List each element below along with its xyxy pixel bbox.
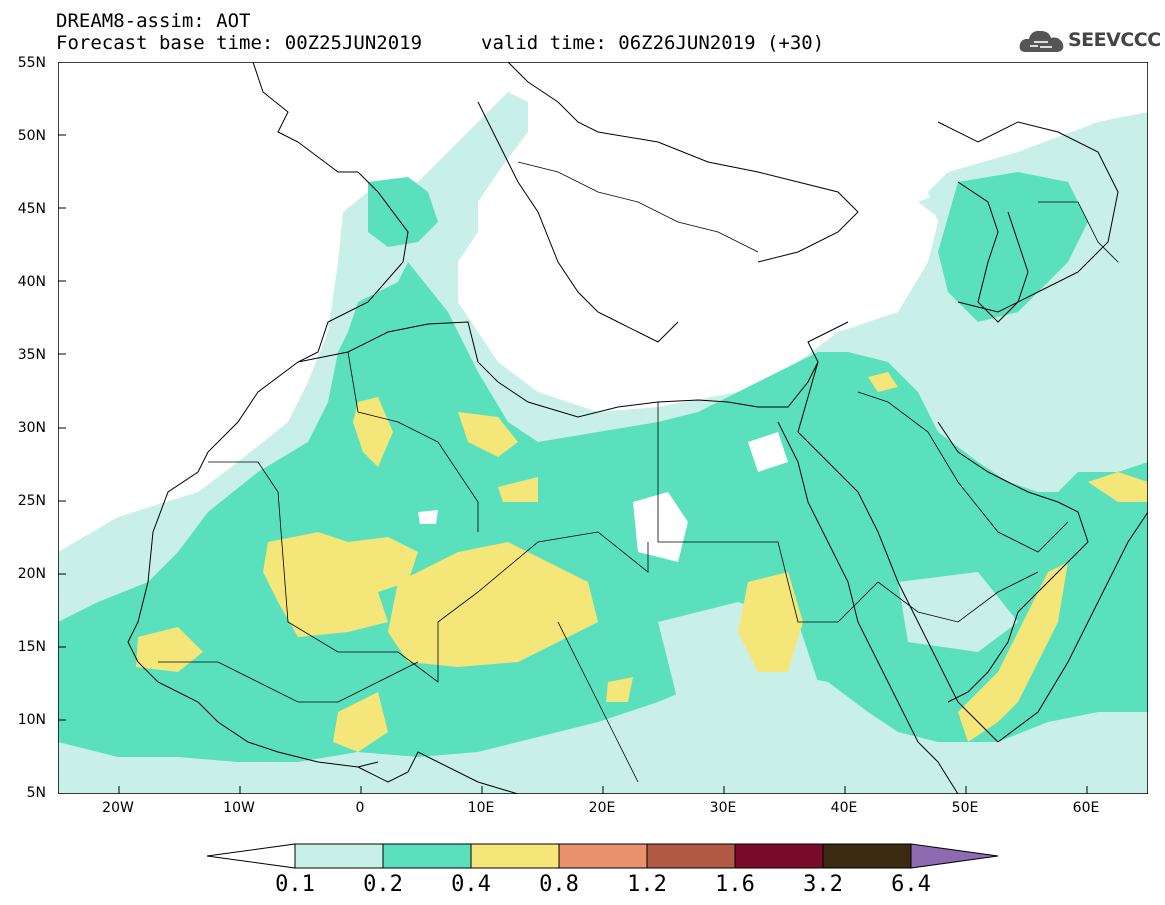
- colorbar-over-arrow: [910, 843, 999, 869]
- aot-band-0.4: [388, 542, 598, 667]
- forecast-times: Forecast base time: 00Z25JUN2019 valid ti…: [56, 32, 824, 54]
- map-title: DREAM8-assim: AOT: [56, 10, 251, 32]
- aot-band-0.2: [368, 177, 438, 247]
- aot-map: [58, 62, 1148, 794]
- coastline: [937, 121, 1119, 313]
- coastline: [297, 321, 849, 418]
- lat-label: 25N: [17, 493, 46, 509]
- lat-label: 15N: [17, 639, 46, 655]
- lon-ticks: [118, 786, 1088, 794]
- lat-ticks: [58, 134, 66, 721]
- aot-band-0.4: [1088, 472, 1148, 502]
- aot-gap: [748, 432, 788, 472]
- cloud-icon: [1019, 30, 1064, 52]
- coastline: [777, 421, 959, 794]
- colorbar-swatch: [558, 843, 648, 869]
- colorbar-swatch: [646, 843, 736, 869]
- coastline: [797, 361, 999, 743]
- colorbar-label: 3.2: [803, 872, 843, 897]
- aot-band-0.2: [938, 172, 1088, 322]
- lat-label: 20N: [17, 566, 46, 582]
- coastline: [477, 101, 679, 343]
- coastline: [507, 62, 859, 263]
- colorbar-swatch: [734, 843, 824, 869]
- aot-gap: [418, 510, 438, 524]
- seevccc-logo: SEEVCCC: [1018, 26, 1161, 56]
- colorbar-label: 0.8: [539, 872, 579, 897]
- lon-label: 60E: [1072, 800, 1100, 816]
- aot-band-0.4: [606, 677, 633, 702]
- lon-label: 40E: [830, 800, 858, 816]
- lon-label: 10W: [223, 800, 255, 816]
- lat-label: 5N: [26, 785, 46, 801]
- border: [877, 571, 1039, 623]
- aot-band-0.4: [868, 372, 898, 392]
- lat-label: 35N: [17, 347, 46, 363]
- aot-band-0.4: [263, 532, 418, 637]
- border: [517, 161, 759, 253]
- border: [857, 391, 1069, 553]
- lat-label: 10N: [17, 712, 46, 728]
- colorbar-swatch: [382, 843, 472, 869]
- colorbar-under-arrow: [206, 843, 296, 869]
- border: [1038, 201, 1119, 263]
- lon-label: 30E: [709, 800, 737, 816]
- aot-band-0.4: [498, 477, 538, 502]
- aot-gap: [633, 492, 688, 562]
- lat-label: 30N: [17, 420, 46, 436]
- logo-text: SEEVCCC: [1068, 29, 1161, 51]
- lon-label: 50E: [951, 800, 979, 816]
- base-time: Forecast base time: 00Z25JUN2019: [56, 32, 423, 54]
- colorbar-label: 6.4: [891, 872, 931, 897]
- aot-band-0.4: [738, 572, 803, 672]
- lon-label: 20W: [102, 800, 134, 816]
- border: [657, 402, 879, 623]
- colorbar: [206, 843, 999, 869]
- colorbar-swatch: [470, 843, 560, 869]
- colorbar-swatch: [294, 843, 384, 869]
- coastline: [937, 421, 1089, 703]
- colorbar-label: 0.4: [451, 872, 491, 897]
- border: [347, 351, 479, 532]
- coastline: [997, 511, 1148, 743]
- aot-band-0.4: [458, 412, 518, 457]
- lon-label: 10E: [467, 800, 495, 816]
- valid-time: valid time: 06Z26JUN2019 (+30): [481, 32, 825, 54]
- colorbar-label: 1.2: [627, 872, 667, 897]
- lat-label: 45N: [17, 201, 46, 217]
- coastline: [357, 751, 519, 794]
- border: [158, 661, 419, 703]
- aot-band-0.4: [958, 562, 1068, 742]
- lat-label: 50N: [17, 128, 46, 144]
- lon-label: 0: [355, 800, 365, 816]
- aot-band-0.4: [333, 692, 388, 752]
- lat-label: 40N: [17, 274, 46, 290]
- colorbar-label: 0.2: [363, 872, 403, 897]
- lat-label: 55N: [17, 55, 46, 71]
- coastline: [127, 62, 409, 768]
- aot-band-0.4: [136, 627, 203, 672]
- coastline: [957, 181, 1029, 323]
- lon-label: 20E: [588, 800, 616, 816]
- colorbar-label: 1.6: [715, 872, 755, 897]
- border: [557, 621, 639, 783]
- aot-band-0.4: [353, 397, 393, 467]
- colorbar-swatch: [822, 843, 912, 869]
- border: [208, 461, 649, 683]
- aot-gap: [898, 572, 1018, 652]
- colorbar-label: 0.1: [275, 872, 315, 897]
